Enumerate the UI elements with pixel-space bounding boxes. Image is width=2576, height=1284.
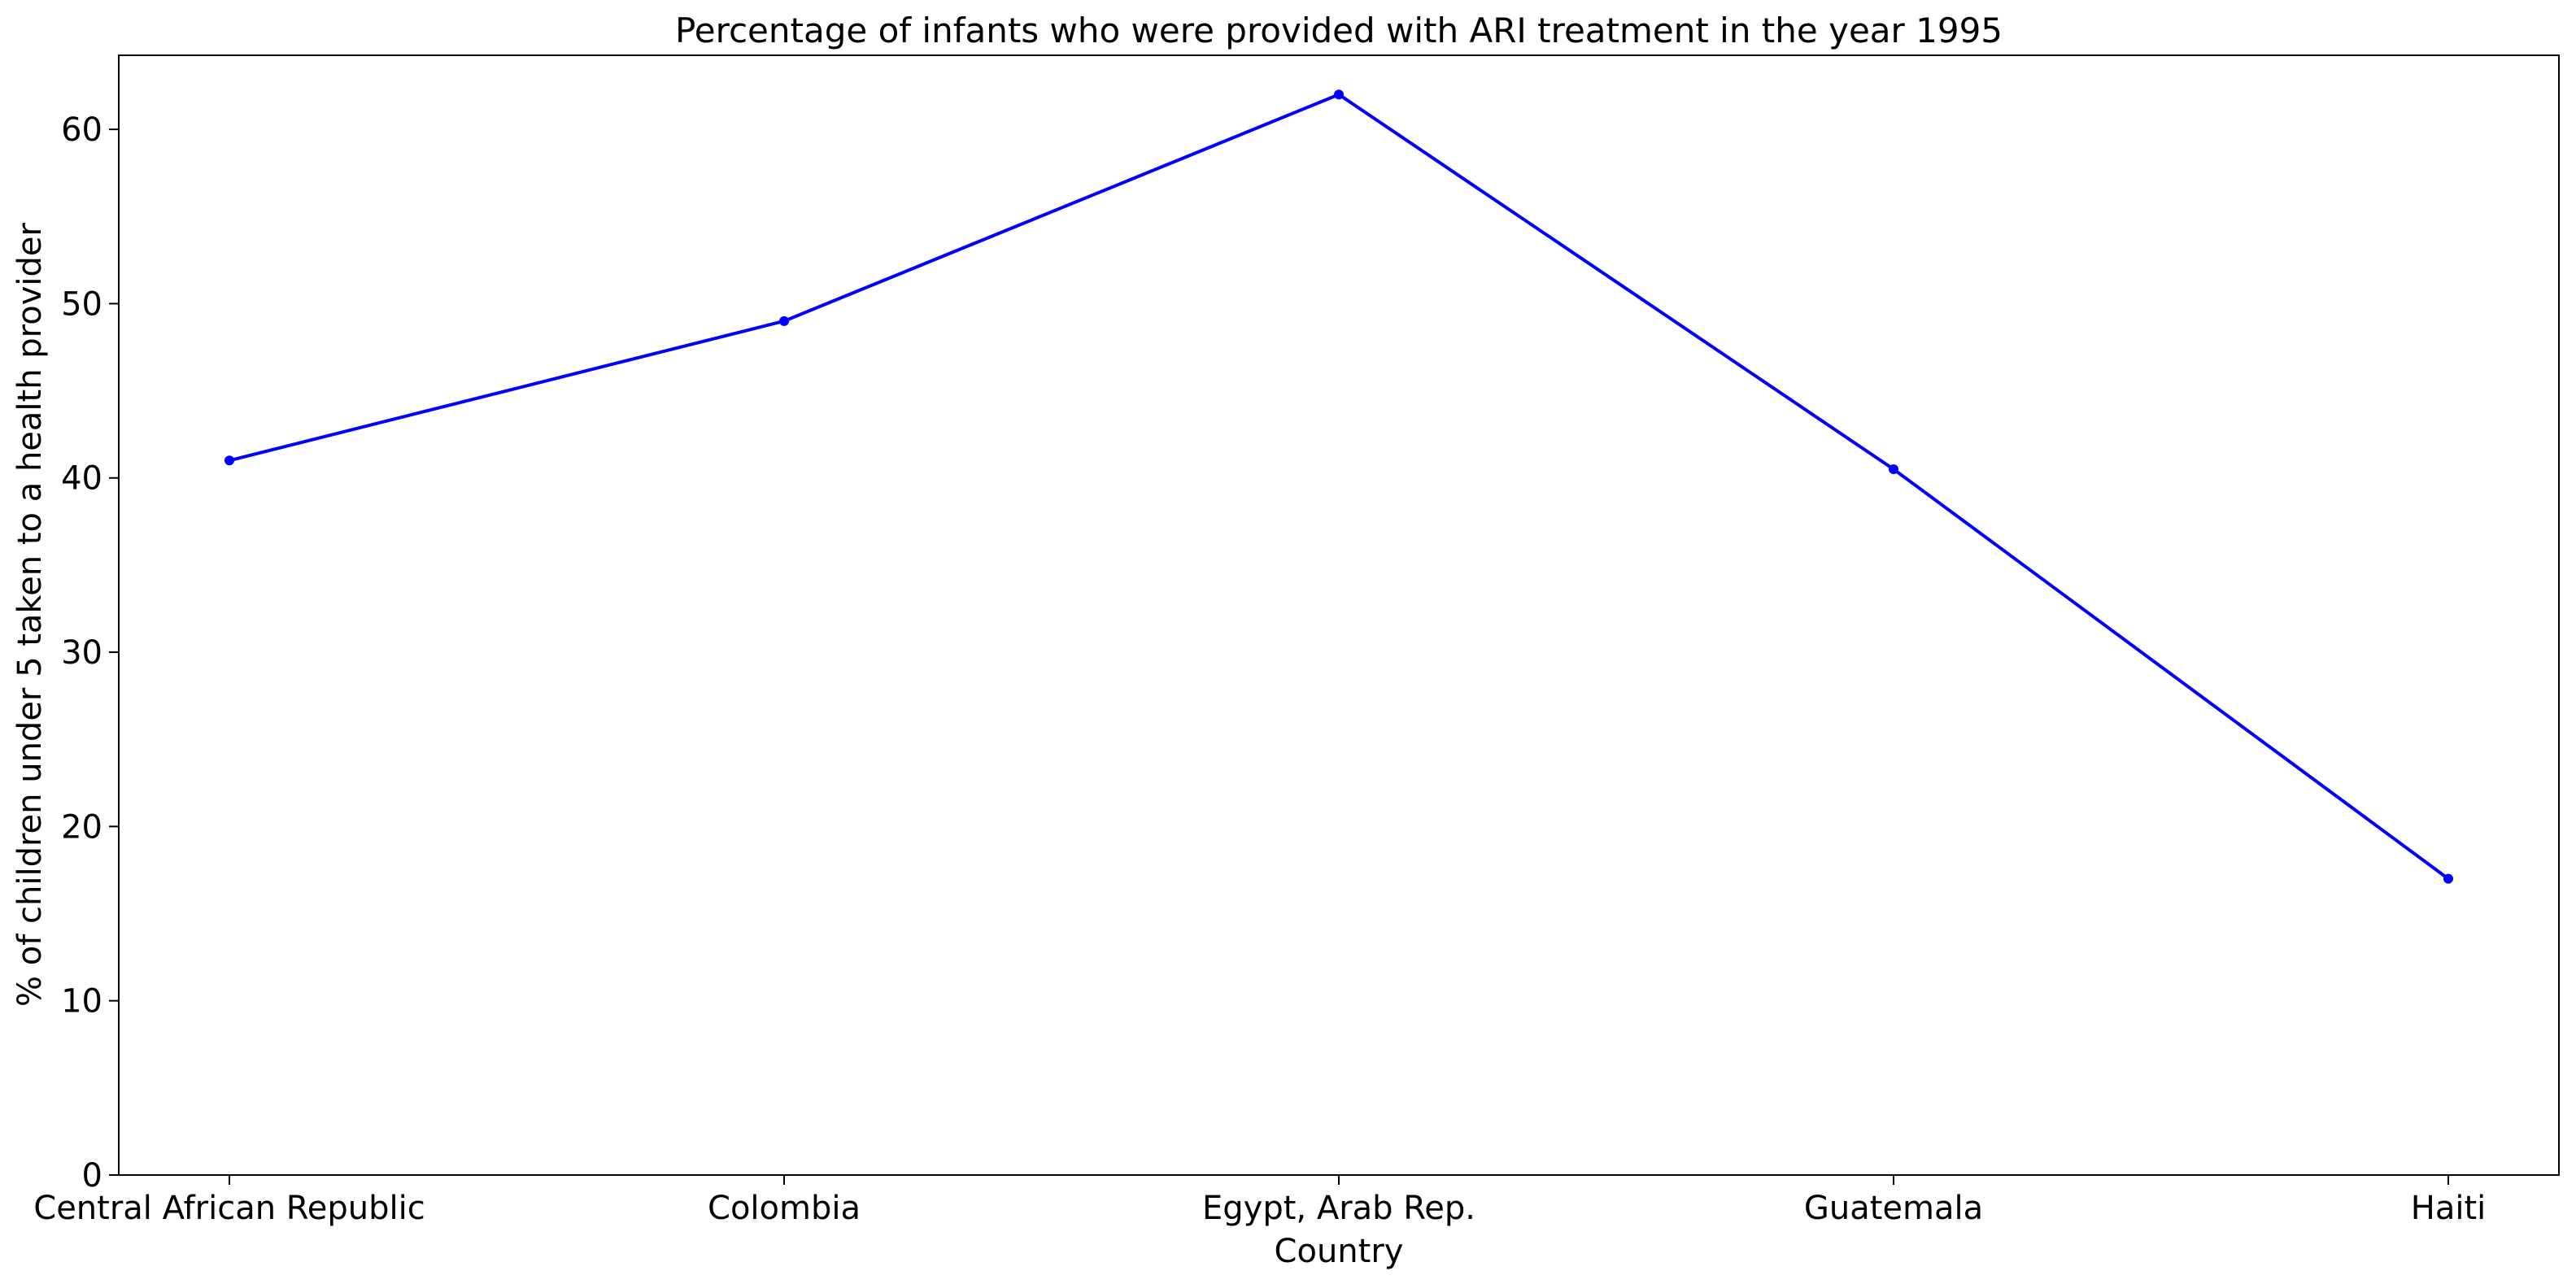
y-tick-label: 60 bbox=[61, 111, 102, 149]
series-line bbox=[228, 93, 2450, 881]
y-axis-ticks: 0 10 20 30 40 50 60 bbox=[61, 111, 119, 1195]
y-tick-label: 30 bbox=[61, 634, 102, 672]
y-tick-label: 40 bbox=[61, 460, 102, 498]
data-point-marker bbox=[2443, 873, 2453, 884]
y-tick-label: 50 bbox=[61, 285, 102, 323]
data-point-marker bbox=[224, 455, 234, 466]
y-tick-label: 10 bbox=[61, 983, 102, 1021]
y-axis-title: % of children under 5 taken to a health … bbox=[11, 222, 49, 1006]
data-point-marker bbox=[779, 316, 789, 326]
x-tick-label: Egypt, Arab Rep. bbox=[1202, 1190, 1475, 1227]
x-tick-label: Guatemala bbox=[1804, 1190, 1983, 1227]
y-tick-label: 0 bbox=[82, 1157, 102, 1195]
x-tick-label: Central African Republic bbox=[33, 1190, 425, 1227]
data-point-marker bbox=[1889, 464, 1898, 475]
x-tick-label: Colombia bbox=[708, 1190, 861, 1227]
data-point-marker bbox=[1334, 89, 1344, 100]
x-axis-title: Country bbox=[1275, 1233, 1404, 1270]
x-tick-label: Haiti bbox=[2411, 1190, 2487, 1227]
x-axis-ticks: Central African Republic Colombia Egypt, A… bbox=[33, 1175, 2486, 1227]
series-layer bbox=[224, 89, 2453, 884]
chart-title: Percentage of infants who were provided … bbox=[675, 11, 2003, 50]
plot-area-frame bbox=[118, 54, 2560, 1176]
y-tick-label: 20 bbox=[61, 808, 102, 846]
